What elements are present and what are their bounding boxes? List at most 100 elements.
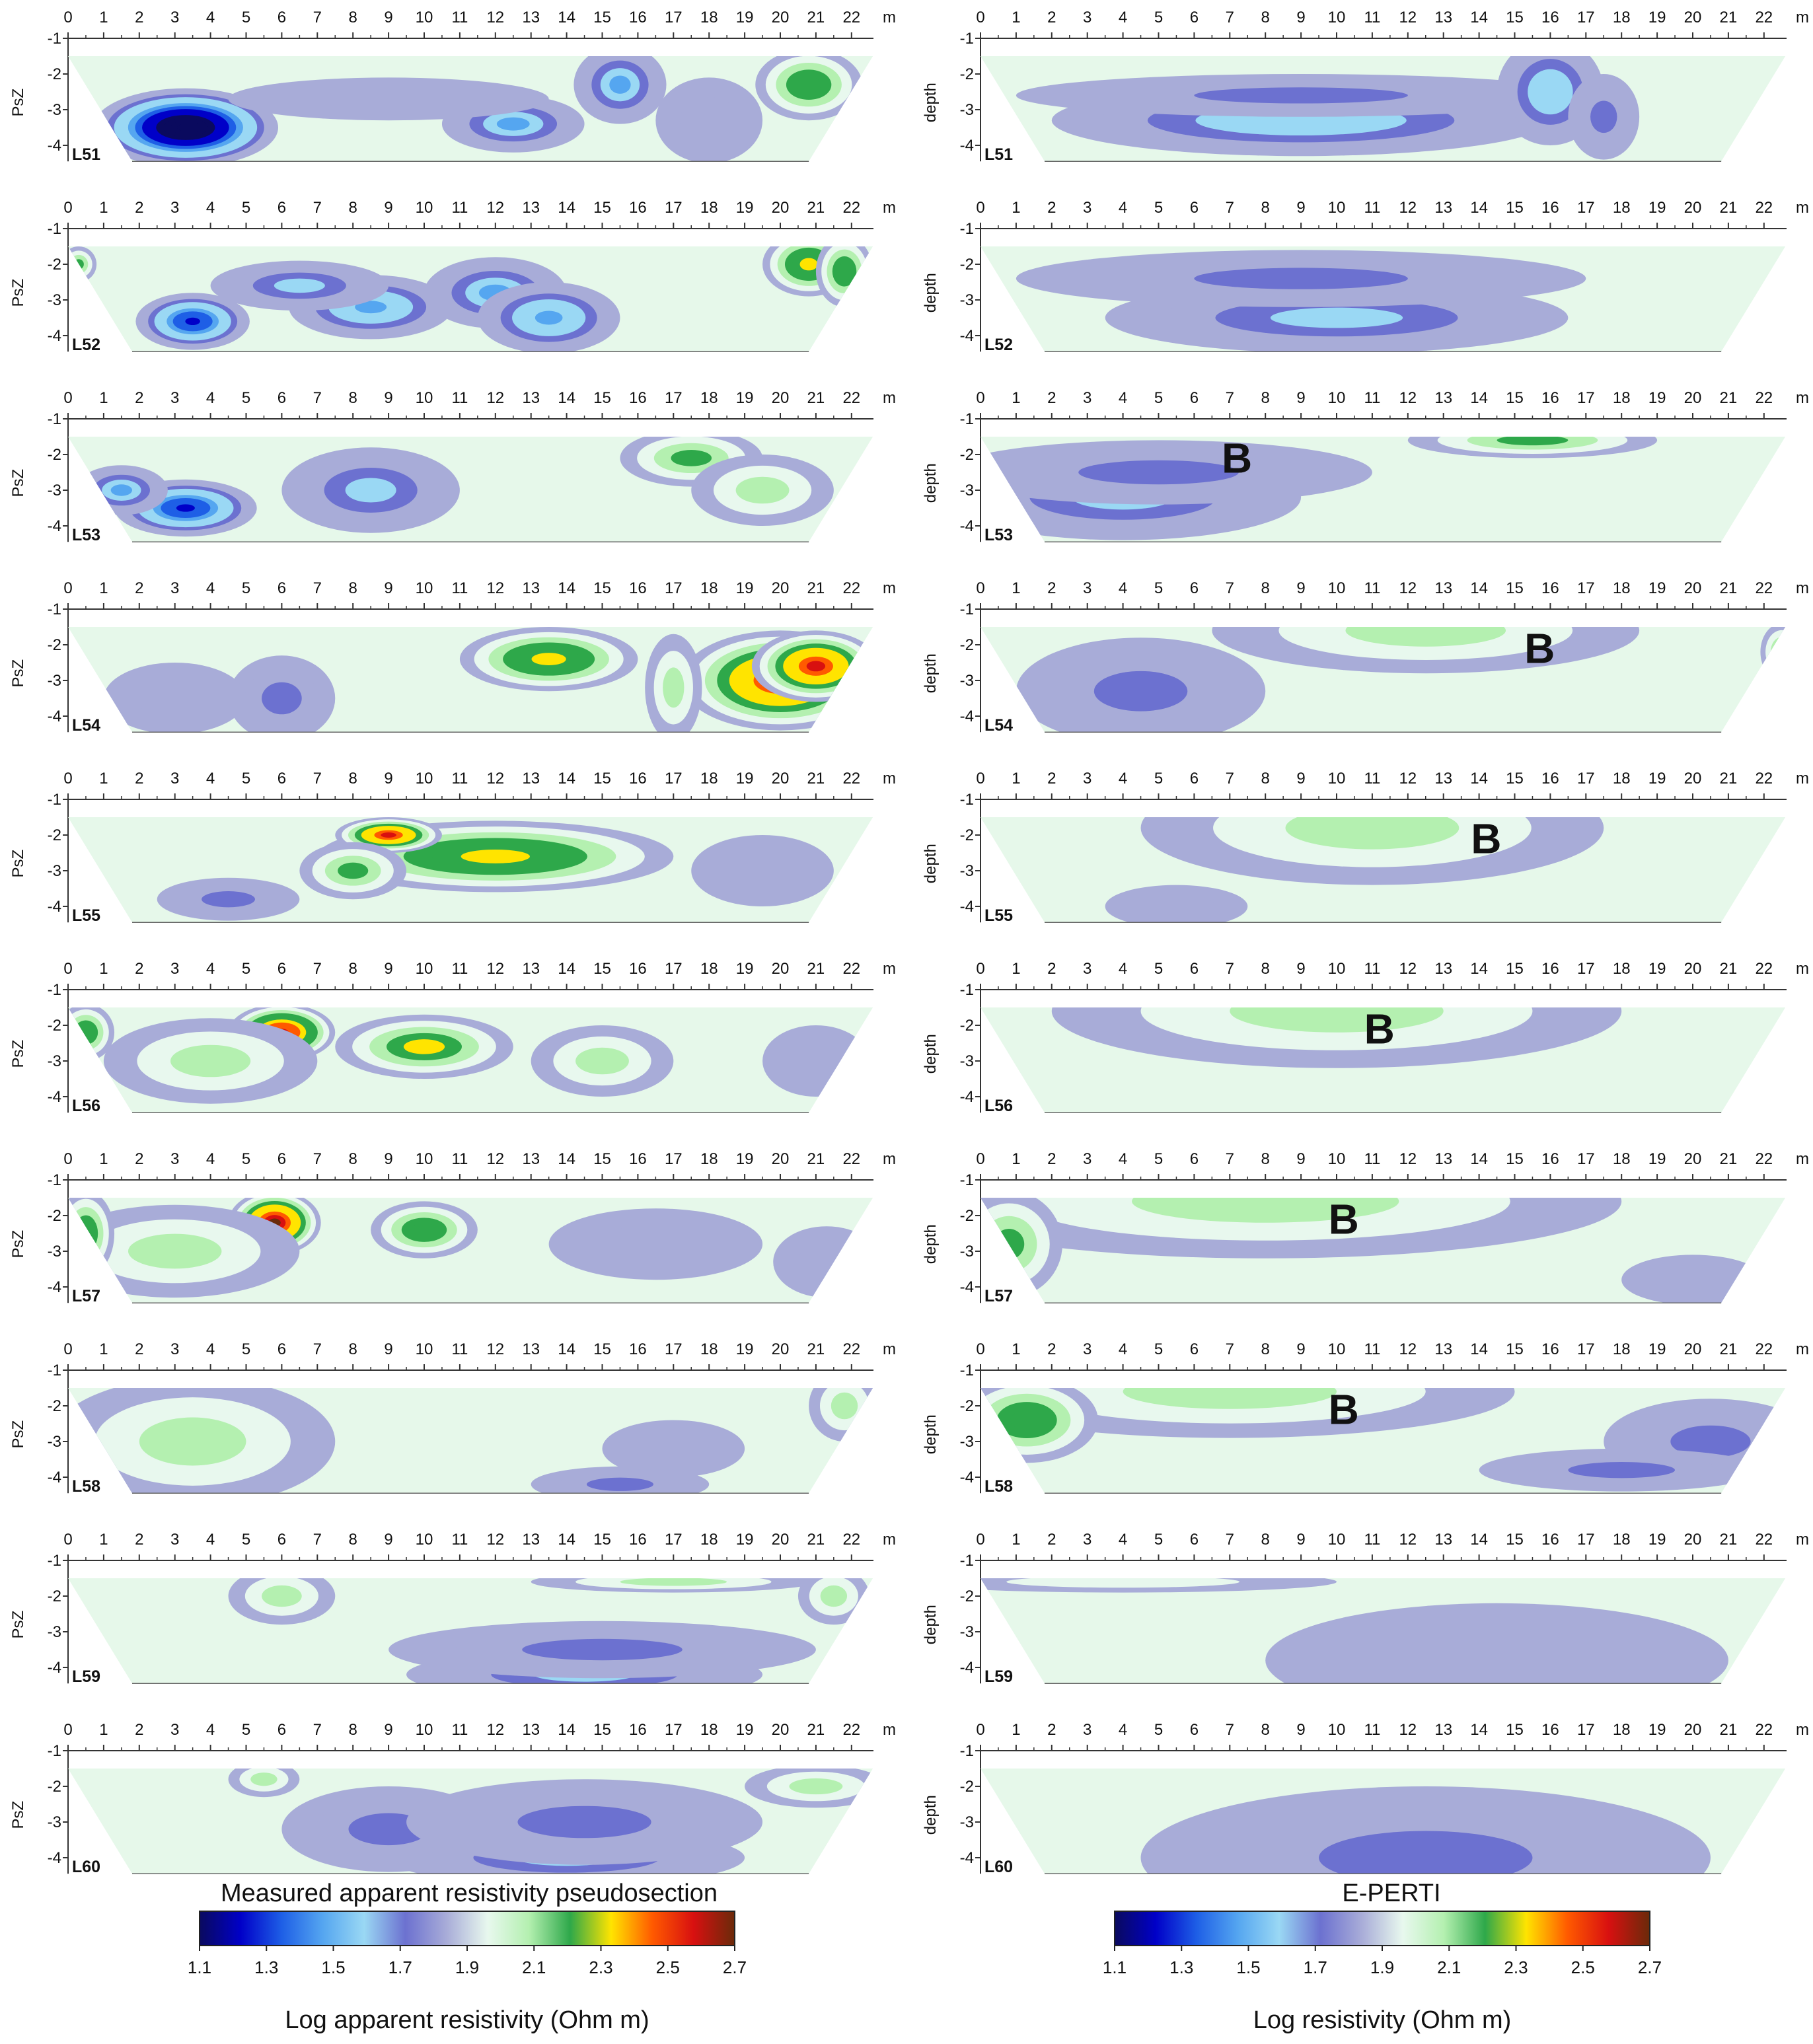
contour-band — [68, 250, 92, 278]
x-tick-label: 5 — [242, 770, 250, 787]
x-tick-label: 4 — [1119, 960, 1127, 978]
x-tick-label: 14 — [558, 1150, 575, 1168]
colorbar-tick-label: 1.3 — [1169, 1957, 1193, 1977]
profile-label: L54 — [72, 716, 100, 735]
x-tick-label: 11 — [1364, 960, 1380, 978]
x-tick-label: 14 — [558, 9, 575, 26]
x-tick-label: 11 — [451, 770, 468, 787]
x-tick-label: 20 — [1684, 1531, 1702, 1549]
x-tick-label: 17 — [1577, 9, 1595, 26]
contour-band — [1123, 1388, 1337, 1409]
x-tick-label: 17 — [665, 1150, 683, 1168]
profile-label: L58 — [72, 1477, 100, 1496]
colorbar-tick-label: 1.1 — [188, 1957, 211, 1977]
x-tick-label: 9 — [384, 1150, 392, 1168]
profile-panel-measured-l54: 0 1 2 3 4 5 6 7 8 9 10 11 12 13 14 15 16 17 18 19 20 21 22 m-1-… — [9, 579, 896, 735]
resistivity-body — [1140, 817, 1604, 885]
x-tick-label: 9 — [1296, 960, 1305, 978]
x-tick-label: 4 — [206, 1531, 215, 1549]
x-tick-label: 10 — [1328, 770, 1346, 787]
x-tick-label: 17 — [1577, 199, 1595, 217]
y-tick-label: -1 — [960, 601, 974, 618]
y-tick-label: -2 — [960, 636, 974, 654]
x-tick-label: 3 — [1083, 1150, 1092, 1168]
anomaly-marker-b: B — [1222, 434, 1252, 482]
x-tick-label: 6 — [278, 1340, 286, 1358]
resistivity-body — [980, 1198, 1622, 1259]
resistivity-body — [459, 627, 638, 692]
profile-panel-measured-l59: 0 1 2 3 4 5 6 7 8 9 10 11 12 13 14 15 16 17 18 19 20 21 22 m-1-… — [9, 1531, 896, 1686]
x-tick-label: 15 — [593, 9, 611, 26]
resistivity-body — [980, 1388, 1098, 1463]
x-tick-label: 12 — [1399, 960, 1417, 978]
contour-band — [1270, 307, 1403, 328]
resistivity-body — [980, 440, 1372, 505]
x-tick-label: 6 — [1190, 9, 1199, 26]
contour-band — [1078, 460, 1239, 485]
y-tick-label: -3 — [48, 672, 61, 690]
x-tick-label: 19 — [1648, 1150, 1666, 1168]
resistivity-body — [228, 1769, 300, 1798]
x-tick-label: 0 — [63, 1150, 72, 1168]
y-axis-label: depth — [922, 653, 940, 693]
y-axis-label: PsZ — [9, 1230, 27, 1259]
x-tick-label: 3 — [1083, 1340, 1092, 1358]
x-tick-label: 10 — [1328, 1340, 1346, 1358]
x-tick-label: 11 — [451, 960, 468, 978]
resistivity-field — [980, 1007, 1786, 1113]
resistivity-body — [135, 293, 250, 350]
y-tick-label: -4 — [48, 708, 61, 725]
x-tick-label: 4 — [1119, 1531, 1127, 1549]
contour-band — [634, 1433, 713, 1465]
x-tick-label: 22 — [842, 960, 860, 978]
x-tick-label: 5 — [1154, 1721, 1163, 1739]
x-tick-label: 22 — [1755, 9, 1773, 26]
resistivity-body — [371, 1201, 478, 1259]
contour-band — [1497, 437, 1569, 446]
x-tick-label: 21 — [1720, 9, 1738, 26]
resistivity-field — [68, 1578, 873, 1684]
y-axis-label: PsZ — [9, 1801, 27, 1829]
profile-panel-eperti-l55: 0 1 2 3 4 5 6 7 8 9 10 11 12 13 14 15 16 17 18 19 20 21 22 m-1-… — [922, 770, 1809, 925]
x-tick-label: 17 — [665, 579, 683, 597]
x-tick-label: 8 — [1261, 1721, 1270, 1739]
x-tick-label: 7 — [1226, 199, 1234, 217]
x-tick-label: 10 — [416, 1531, 433, 1549]
x-tick-label: 12 — [1399, 389, 1417, 407]
x-tick-label: 13 — [522, 389, 540, 407]
x-tick-label: 20 — [772, 960, 790, 978]
x-tick-label: 18 — [700, 389, 718, 407]
colorbar-tick-label: 2.3 — [1504, 1957, 1528, 1977]
x-tick-label: 22 — [842, 579, 860, 597]
x-tick-label: 19 — [1648, 1340, 1666, 1358]
x-tick-label: 5 — [242, 389, 250, 407]
x-tick-label: 14 — [1470, 770, 1488, 787]
y-tick-label: -3 — [48, 482, 61, 499]
x-tick-label: 17 — [1577, 770, 1595, 787]
x-tick-label: 6 — [278, 9, 286, 26]
x-tick-label: 18 — [1613, 770, 1631, 787]
colorbar-label: Log apparent resistivity (Ohm m) — [285, 2006, 649, 2034]
x-tick-label: 19 — [736, 389, 754, 407]
x-tick-label: 19 — [1648, 579, 1666, 597]
x-tick-label: 9 — [1296, 1531, 1305, 1549]
resistivity-field — [68, 1769, 873, 1874]
resistivity-body — [477, 282, 620, 352]
resistivity-field — [980, 437, 1786, 542]
resistivity-body — [281, 447, 460, 533]
resistivity-body — [531, 1025, 674, 1097]
x-tick-label: 4 — [206, 1340, 215, 1358]
contour-band — [1132, 1198, 1399, 1223]
colorbar-tick-label: 2.7 — [1638, 1957, 1662, 1977]
x-tick-label: 9 — [1296, 389, 1305, 407]
x-tick-label: 4 — [1119, 1340, 1127, 1358]
y-tick-label: -4 — [48, 1469, 61, 1486]
y-tick-label: -3 — [960, 482, 974, 499]
x-tick-label: 6 — [278, 960, 286, 978]
y-tick-label: -4 — [48, 1088, 61, 1106]
x-tick-label: 17 — [1577, 960, 1595, 978]
eperti-column-title: E-PERTI — [1342, 1880, 1440, 1907]
colorbar-tick-label: 1.3 — [254, 1957, 278, 1977]
x-tick-label: 7 — [313, 770, 322, 787]
profile-panel-eperti-l51: 0 1 2 3 4 5 6 7 8 9 10 11 12 13 14 15 16 17 18 19 20 21 22 m-1-… — [922, 9, 1809, 164]
